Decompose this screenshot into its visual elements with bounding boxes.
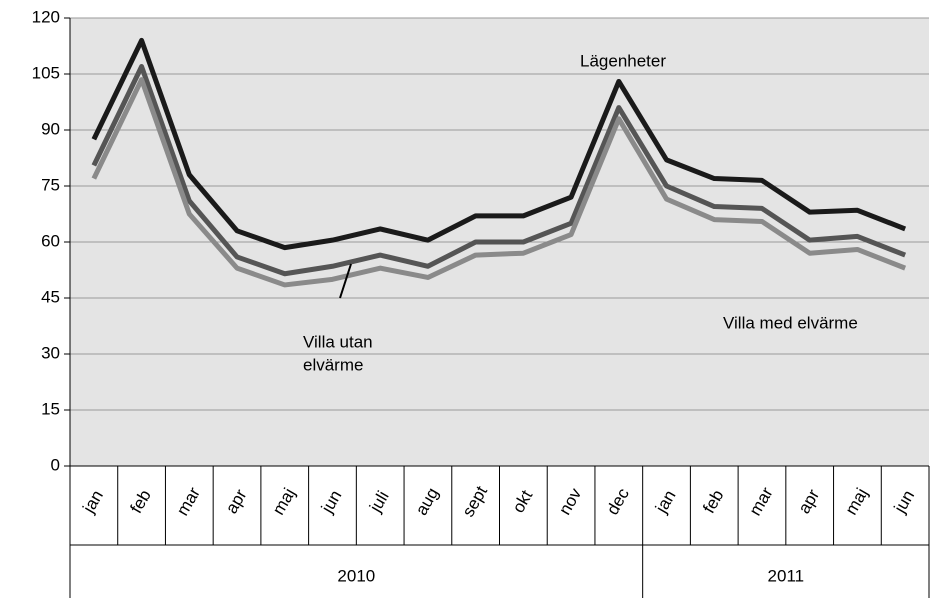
annotation: Villa med elvärme	[723, 313, 858, 332]
x-tick-label: maj	[841, 485, 871, 518]
x-tick-label: juli	[365, 488, 392, 516]
x-tick-label: jun	[317, 487, 345, 517]
x-tick-label: dec	[603, 484, 633, 518]
annotation-pointer	[339, 263, 352, 299]
y-tick-label: 90	[41, 119, 60, 138]
x-tick-label: apr	[794, 486, 823, 517]
x-tick-label: mar	[173, 484, 204, 519]
x-tick-label: jan	[651, 487, 679, 517]
x-tick-label: maj	[269, 485, 299, 518]
x-tick-label: feb	[127, 487, 155, 517]
y-tick-label: 0	[51, 455, 60, 474]
y-tick-label: 75	[41, 175, 60, 194]
y-tick-label: 105	[32, 63, 60, 82]
y-tick-label: 30	[41, 343, 60, 362]
series-line	[91, 64, 907, 277]
x-tick-label: feb	[699, 487, 727, 517]
group-label: 2010	[337, 566, 375, 585]
x-tick-label: apr	[222, 486, 251, 517]
series-line	[91, 77, 907, 288]
x-tick-label: aug	[412, 484, 443, 518]
y-tick-label: 120	[32, 7, 60, 26]
x-tick-label: jun	[890, 487, 918, 517]
group-label: 2011	[768, 566, 805, 585]
x-tick-label: okt	[509, 487, 537, 516]
x-tick-label: mar	[746, 484, 777, 519]
x-tick-label: jan	[79, 487, 107, 517]
annotation: elvärme	[303, 355, 363, 374]
annotation: Lägenheter	[580, 51, 666, 70]
y-tick-label: 15	[41, 399, 60, 418]
y-tick-label: 60	[41, 231, 60, 250]
series-line	[91, 37, 907, 251]
x-tick-label: sept	[458, 483, 491, 521]
annotation: Villa utan	[303, 332, 373, 351]
y-tick-label: 45	[41, 287, 60, 306]
x-tick-label: nov	[555, 484, 585, 518]
